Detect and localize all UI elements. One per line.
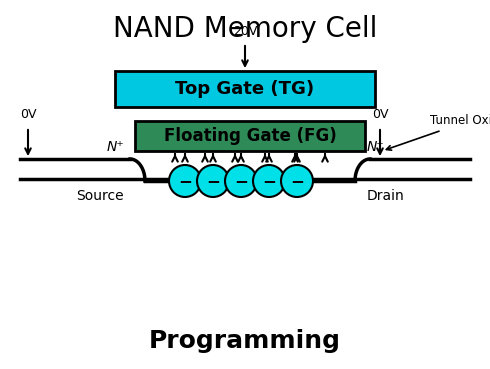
- Circle shape: [197, 165, 229, 197]
- Text: −: −: [178, 172, 192, 190]
- Text: 20V: 20V: [233, 25, 257, 38]
- Circle shape: [225, 165, 257, 197]
- Text: Tunnel Oxide: Tunnel Oxide: [387, 114, 490, 150]
- Text: Drain: Drain: [366, 189, 404, 203]
- Text: −: −: [290, 172, 304, 190]
- Circle shape: [281, 165, 313, 197]
- Text: 0V: 0V: [372, 108, 388, 121]
- Text: 0V: 0V: [20, 108, 36, 121]
- Text: −: −: [206, 172, 220, 190]
- Text: Floating Gate (FG): Floating Gate (FG): [164, 127, 336, 145]
- Text: −: −: [262, 172, 276, 190]
- Text: Top Gate (TG): Top Gate (TG): [175, 80, 315, 98]
- Bar: [135, 121, 365, 151]
- Text: N⁺: N⁺: [106, 140, 124, 154]
- Text: Source: Source: [76, 189, 124, 203]
- Bar: [115, 71, 375, 107]
- Text: −: −: [234, 172, 248, 190]
- Circle shape: [169, 165, 201, 197]
- Circle shape: [253, 165, 285, 197]
- Text: Programming: Programming: [149, 329, 341, 353]
- Text: N⁺: N⁺: [366, 140, 384, 154]
- Text: NAND Memory Cell: NAND Memory Cell: [113, 15, 377, 43]
